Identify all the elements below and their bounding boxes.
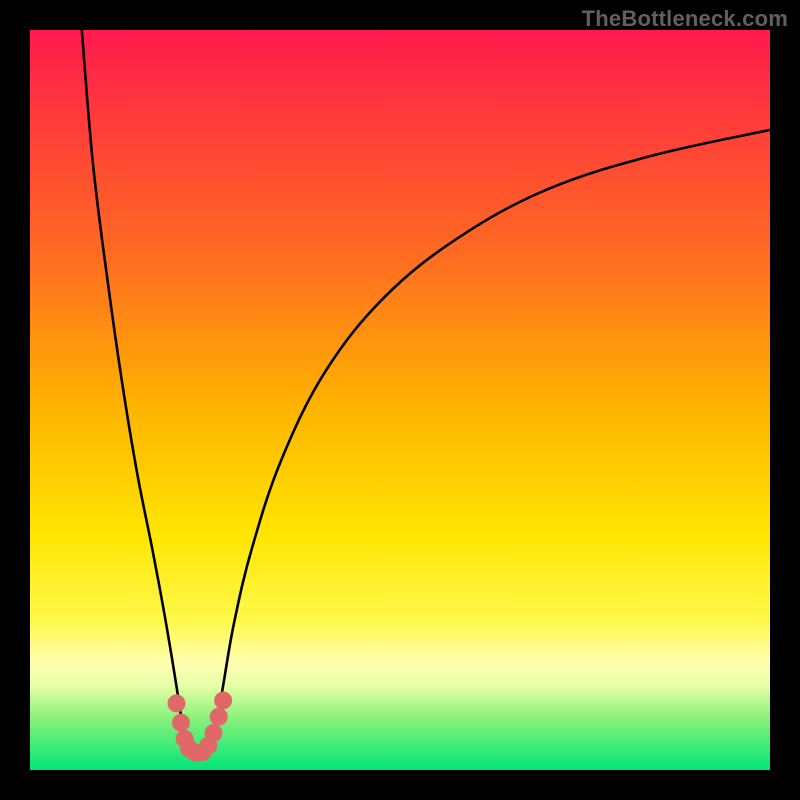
plot-area — [30, 30, 770, 770]
bottleneck-chart — [30, 30, 770, 770]
optimal-zone-dot — [168, 694, 186, 712]
optimal-zone-dot — [214, 691, 232, 709]
optimal-zone-dot — [210, 708, 228, 726]
optimal-zone-dot — [205, 724, 223, 742]
gradient-background — [30, 30, 770, 770]
chart-container: TheBottleneck.com — [0, 0, 800, 800]
optimal-zone-dot — [172, 714, 190, 732]
watermark-text: TheBottleneck.com — [582, 6, 788, 32]
